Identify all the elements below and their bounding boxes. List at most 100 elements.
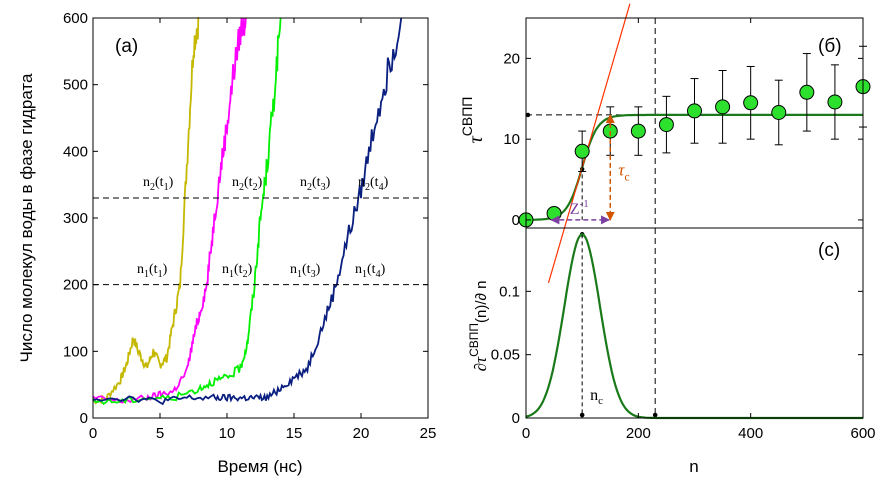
panel-a-lower-label-4-part-1: 1: [362, 269, 367, 280]
panel-b-z-label: Z-1: [570, 198, 589, 218]
panel-b-ticks: 0 10 20: [503, 18, 864, 229]
panel-a-x-tick-label-10: 10: [219, 425, 236, 442]
panel-a-lower-label-3-part-3: t: [307, 262, 311, 277]
panel-a-lower-label-2-part-1: 1: [229, 269, 234, 280]
panel-b-point-8: [743, 95, 759, 111]
panel-a-y-tick-label-600: 600: [63, 10, 88, 27]
panel-a-lower-label-4-part-2: (: [367, 262, 372, 277]
panel-a-series-4-line: [92, 17, 403, 406]
panel-a-lower-label-2-part-3: t: [239, 262, 243, 277]
panel-c-y-tick-label-1: 0.05: [491, 347, 520, 364]
panel-c-x-tick-label-400: 400: [738, 425, 763, 442]
panel-a-x-tick-label-5: 5: [156, 425, 164, 442]
panel-b-label: (б): [818, 36, 842, 57]
panel-c-ticks: 0 0.05 0.1 0 200 400 600: [491, 283, 876, 442]
panel-a-lower-label-1-part-3: t: [154, 262, 158, 277]
panel-b-point-9: [771, 105, 787, 120]
panel-b-y-tick-label-10: 10: [503, 131, 520, 148]
panel-a-lower-label-1: n1(t1): [137, 262, 168, 280]
panel-a-upper-label-1-part-5: ): [169, 175, 174, 190]
panel-b-point-10: [799, 84, 815, 100]
panel-a-lower-label-2-part-4: 2: [243, 269, 248, 280]
panel-b-point-11: [827, 94, 843, 110]
panel-c-x-axis-label: n: [689, 457, 698, 476]
panel-b-point-4: [630, 123, 646, 139]
panel-a-upper-label-3-part-4: 3: [321, 182, 326, 193]
panel-a-x-tick-label-15: 15: [286, 425, 303, 442]
panel-c-x-tick-label-600: 600: [850, 425, 875, 442]
panel-a-upper-label-1-part-0: n: [143, 175, 150, 190]
panel-a-lower-label-1-part-0: n: [137, 262, 144, 277]
panel-c-y-tick-label-0: 0: [512, 410, 520, 427]
panel-a-upper-label-4: n2(t4): [358, 175, 389, 193]
panel-a-lower-label-3-part-2: (: [302, 262, 307, 277]
panel-b-y-axis-label-sup: СВПП: [459, 97, 475, 137]
panel-a-x-axis-label: Время (нс): [217, 457, 302, 476]
panel-a-upper-label-3-part-2: (: [312, 175, 317, 190]
panel-a-lower-label-2: n1(t2): [222, 262, 253, 280]
panel-c-nc-label: nc: [590, 387, 603, 407]
panel-a-lower-label-1-part-1: 1: [144, 269, 149, 280]
panel-b-y-tick-label-0: 0: [512, 212, 520, 229]
panel-a-upper-label-3: n2(t3): [300, 175, 331, 193]
panel-b-plateau-marker: [525, 112, 531, 118]
panel-a-y-tick-label-500: 500: [63, 77, 88, 94]
panel-a-lower-label-3-part-4: 3: [311, 269, 316, 280]
panel-b-z-label-sup: -1: [580, 198, 589, 210]
panel-b-guides: [525, 18, 863, 418]
panel-a-upper-label-4-part-5: ): [384, 175, 389, 190]
panel-a-upper-label-3-part-3: t: [317, 175, 321, 190]
panel-c-y-axis-label-base: τ: [471, 356, 490, 363]
panel-a-lower-label-3-part-1: 1: [297, 269, 302, 280]
panel-c-vline-marker: [652, 412, 658, 418]
panel-a-upper-label-1-part-1: 2: [150, 182, 155, 193]
panel-a-upper-label-2-part-3: t: [249, 175, 253, 190]
panel-a-upper-label-2-part-4: 2: [253, 182, 258, 193]
panel-a-x-tick-label-0: 0: [89, 425, 97, 442]
panel-b-point-1: [546, 205, 562, 221]
panel-a-annotations: n2(t1) n2(t2) n2(t3) n2(t4)n1(t1) n1(t2) n1(t…: [137, 175, 389, 280]
panel-b-z-label-base: Z: [570, 201, 580, 218]
panel-a-upper-label-1: n2(t1): [143, 175, 174, 193]
panel-c-x-tick-label-200: 200: [626, 425, 651, 442]
panel-a-lower-label-4-part-0: n: [355, 262, 362, 277]
panel-a-series-3-line: [92, 17, 282, 406]
panel-c-x-tick-label-0: 0: [522, 425, 530, 442]
panel-a-lower-label-4-part-5: ): [381, 262, 386, 277]
panel-c-curve: [525, 233, 863, 420]
panel-a-ticks: 0 5 10 15 20 25 0 100 200 300 400 500 600: [63, 10, 436, 442]
panel-b-y-axis-label-base: τ: [465, 135, 487, 143]
panel-b-tangent-line: [547, 3, 631, 284]
panel-a-lower-label-2-part-2: (: [234, 262, 239, 277]
panel-c-y-axis-label-post: (n)/∂ n: [473, 281, 490, 323]
panel-b-point-7: [715, 99, 731, 115]
panel-a-lower-label-3-part-5: ): [316, 262, 321, 277]
panel-b-tau-c-label: τc: [618, 161, 629, 184]
panel-b-point-5: [658, 117, 674, 133]
panel-b-annotations: τc Z-1: [550, 114, 630, 225]
panel-a-upper-label-3-part-5: ): [326, 175, 331, 190]
panel-a-lower-label-2-part-0: n: [222, 262, 229, 277]
panel-a-upper-label-2-part-0: n: [232, 175, 239, 190]
panel-a-lower-label-4-part-3: t: [372, 262, 376, 277]
panel-a-y-tick-label-0: 0: [80, 410, 88, 427]
panel-a-x-tick-label-20: 20: [353, 425, 370, 442]
panel-c-y-axis-label-pre: ∂: [471, 363, 490, 371]
panel-a-threshold-lines: [93, 197, 428, 286]
panel-a-upper-label-2-part-5: ): [258, 175, 263, 190]
panel-a-y-axis-label: Число молекул воды в фазе гидрата: [17, 73, 36, 362]
panel-a-upper-label-4-part-0: n: [358, 175, 365, 190]
panel-a-upper-label-2-part-2: (: [244, 175, 249, 190]
panel-c-y-tick-label-2: 0.1: [499, 283, 520, 300]
panel-b-y-tick-label-20: 20: [503, 50, 520, 67]
panel-a-lower-label-3: n1(t3): [290, 262, 321, 280]
panel-a-label: (a): [115, 36, 138, 57]
panel-c-label: (c): [818, 240, 840, 261]
panel-c-axes-frame: [525, 227, 864, 419]
panel-a-upper-label-3-part-0: n: [300, 175, 307, 190]
panel-a-y-tick-label-100: 100: [63, 343, 88, 360]
panel-a-lower-label-4: n1(t4): [355, 262, 386, 280]
panel-b-point-2: [574, 143, 590, 159]
panel-c-annotations: nc: [590, 387, 603, 407]
panel-a-lower-label-1-part-4: 1: [158, 269, 163, 280]
